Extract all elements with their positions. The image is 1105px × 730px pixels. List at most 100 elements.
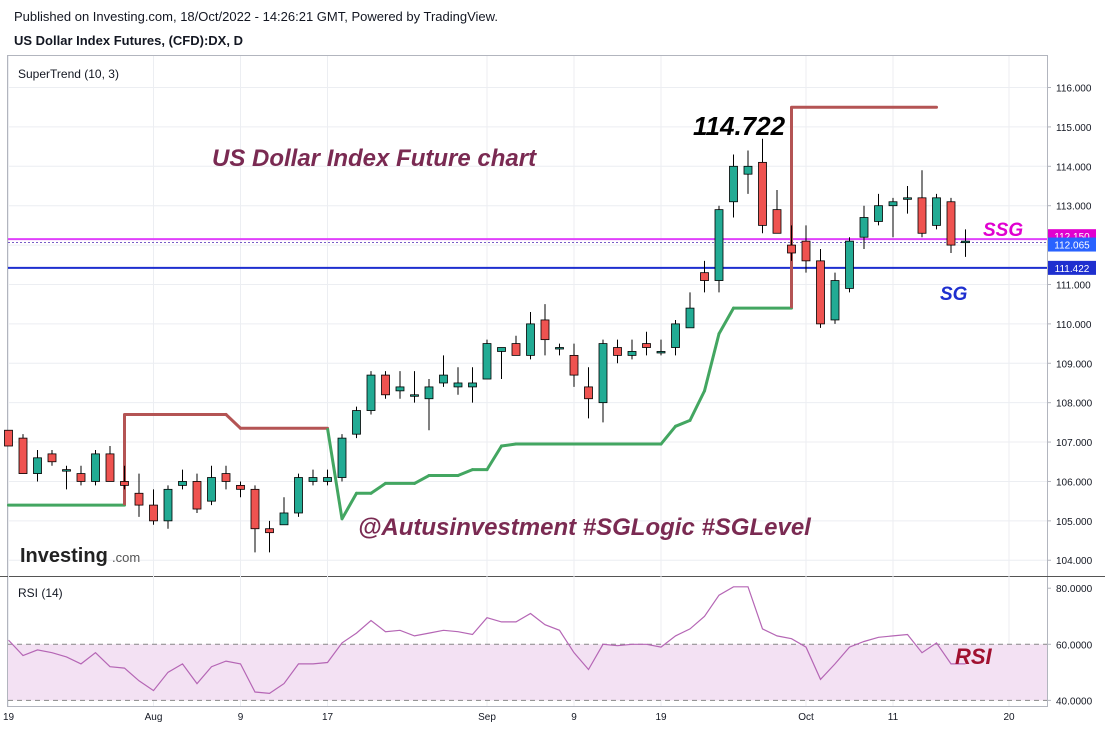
candle-body-up — [961, 240, 970, 244]
candle — [598, 339, 608, 423]
candle — [569, 343, 579, 387]
candle-body-up — [859, 217, 869, 238]
price-tick-label: 116.000 — [1056, 84, 1092, 95]
candle — [265, 520, 274, 553]
candle-body-up — [598, 343, 608, 404]
candle-body-up — [424, 386, 434, 400]
candle-body-up — [294, 477, 303, 514]
sg-annotation: SG — [940, 284, 968, 305]
candle — [961, 229, 970, 257]
candle-body-down — [250, 488, 260, 530]
time-tick-label: Sep — [478, 712, 496, 723]
candle — [758, 138, 767, 234]
candle-body-up — [91, 453, 100, 482]
candle — [743, 150, 753, 194]
candle — [395, 371, 405, 399]
candle — [381, 371, 390, 399]
candle — [946, 197, 956, 253]
price-label-text: 112.065 — [1054, 241, 1090, 252]
candle — [816, 249, 825, 328]
candle — [714, 205, 724, 293]
candle — [120, 465, 129, 490]
supertrend-segment — [369, 481, 387, 495]
candle-body-down — [221, 473, 231, 482]
candle — [4, 429, 13, 447]
supertrend-segment — [224, 412, 242, 430]
candlesticks — [4, 138, 970, 553]
supertrend-segment — [456, 468, 474, 478]
candle — [163, 485, 173, 529]
time-tick-label: 9 — [238, 712, 244, 723]
candle-body-up — [337, 437, 347, 478]
rsi-annotation: RSI — [955, 644, 993, 669]
handle-annotation: @Autusinvestment #SGLogic #SGLevel — [358, 514, 812, 541]
candle-body-up — [207, 477, 216, 502]
candle-body-up — [830, 280, 840, 321]
candle — [178, 469, 187, 490]
rsi-axis[interactable]: 40.0000 60.0000 80.0000 — [1047, 584, 1093, 707]
candle — [134, 473, 144, 517]
supertrend-segment — [659, 424, 677, 446]
time-tick-label: Aug — [145, 712, 163, 723]
candle — [18, 434, 28, 474]
candle-body-up — [656, 351, 666, 354]
candle — [250, 485, 260, 553]
supertrend-segment — [500, 442, 518, 448]
supertrend-label[interactable]: SuperTrend (10, 3) — [18, 67, 119, 81]
price-tick-label: 105.000 — [1056, 517, 1093, 528]
supertrend-line — [7, 105, 938, 521]
supertrend-segment — [703, 332, 721, 393]
candle-body-down — [613, 347, 622, 356]
candle — [279, 497, 289, 526]
candle — [917, 170, 927, 238]
price-tick-label: 106.000 — [1056, 477, 1093, 488]
candle — [33, 449, 42, 482]
candle-body-up — [323, 477, 332, 482]
supertrend-segment — [688, 389, 706, 422]
price-pane-frame — [7, 55, 1048, 577]
candle-body-down — [381, 374, 390, 396]
candle-body-up — [714, 209, 724, 281]
candle-body-down — [511, 343, 521, 356]
time-axis[interactable]: 19 Aug 9 17 Sep 9 19 Oct 11 20 — [3, 712, 1015, 723]
candle-body-down — [134, 492, 144, 506]
candle-body-up — [62, 469, 71, 472]
candle-body-down — [787, 244, 796, 254]
candle-body-down — [772, 209, 782, 234]
candle-body-down — [917, 197, 927, 234]
logo-suffix: .com — [112, 550, 140, 565]
rsi-label[interactable]: RSI (14) — [18, 586, 63, 600]
candle — [613, 339, 622, 364]
candle — [105, 446, 115, 482]
candle-body-down — [758, 161, 767, 226]
candle — [308, 469, 318, 486]
candle — [787, 225, 796, 261]
candle-body-down — [192, 481, 202, 510]
price-axis[interactable]: 104.000 105.000 106.000 107.000 108.000 109.0… — [1047, 84, 1093, 568]
candle-body-down — [801, 240, 811, 262]
price-tick-label: 104.000 — [1056, 556, 1093, 567]
published-text: Published on Investing.com, 18/Oct/2022 … — [14, 9, 498, 24]
supertrend-segment — [340, 491, 358, 521]
candle — [62, 465, 71, 490]
candle-body-up — [468, 382, 477, 388]
candle — [685, 292, 695, 329]
price-label-last: 112.065 — [1048, 237, 1096, 252]
grid-lines — [8, 56, 1047, 706]
candle-body-down — [105, 453, 115, 482]
candle-body-up — [526, 323, 535, 356]
ssg-annotation: SSG — [983, 220, 1023, 241]
candle — [410, 371, 419, 403]
candle-body-down — [120, 481, 129, 486]
candle — [627, 339, 637, 360]
candle — [888, 197, 898, 238]
price-tick-label: 113.000 — [1056, 202, 1092, 213]
candle — [424, 379, 434, 431]
rsi-tick-label: 40.0000 — [1056, 696, 1093, 707]
candle-body-down — [149, 504, 158, 522]
candle-body-up — [410, 394, 419, 397]
candle-body-up — [33, 457, 42, 474]
time-tick-label: 9 — [571, 712, 577, 723]
